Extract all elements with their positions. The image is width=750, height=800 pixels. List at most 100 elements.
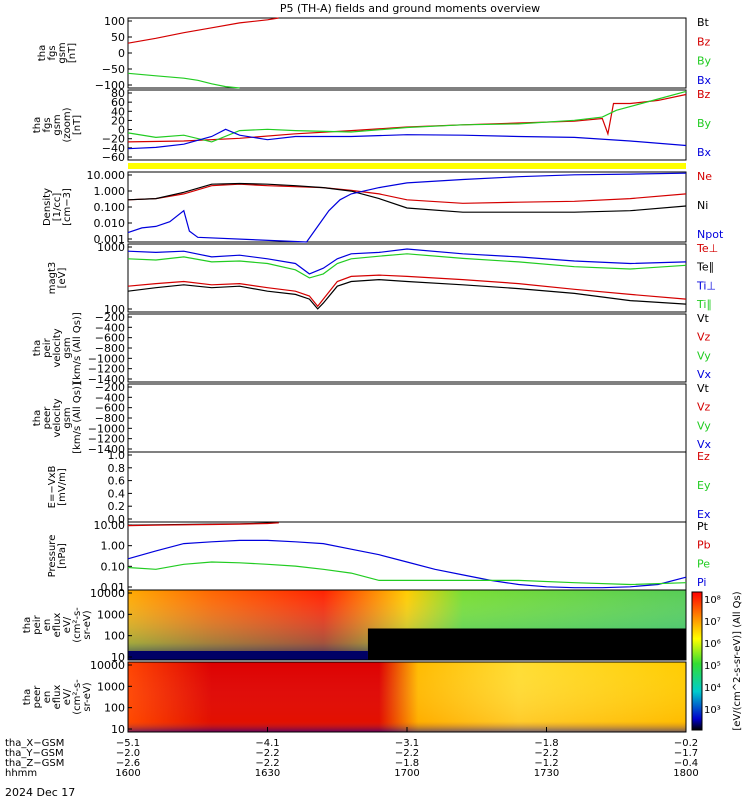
y-tick-label: 40 xyxy=(111,105,125,118)
y-tick-label: −1400 xyxy=(88,373,125,386)
y-axis-label-line: gsm xyxy=(62,337,73,358)
date-label: 2024 Dec 17 xyxy=(5,786,75,799)
legend-ez: Ez xyxy=(697,450,710,463)
figure-title: P5 (TH-A) fields and ground moments over… xyxy=(280,2,540,15)
y-tick-label: 0.0 xyxy=(108,513,126,526)
x-axis: tha_X−GSM −5.1 −4.1 −3.1 −1.8 −0.2 tha_Y−GSM −2… xyxy=(5,727,699,779)
y-tick-label: 0 xyxy=(118,124,125,137)
legend-ne: Ne xyxy=(697,170,712,183)
panel-fgs_gsm: 100 50 0 −50 −100 thafgsgsm[nT] Bt Bz By Bx xyxy=(37,15,712,92)
y-tick-label: −50 xyxy=(102,63,125,76)
legend-ti∥: Ti∥ xyxy=(696,298,712,311)
y-tick-label: −400 xyxy=(95,321,125,334)
series-ni-line xyxy=(127,182,687,213)
panel-temperature: 1000 100 magt3[eV] Te⊥ Te∥ Ti⊥ Ti∥ xyxy=(47,241,718,316)
y-axis-label-line: fgs xyxy=(42,117,53,132)
y-tick-label: −20 xyxy=(102,133,125,146)
y-axis-label-line: [km/s (All Qs)] xyxy=(72,382,83,454)
y-axis-label-line: tha xyxy=(37,45,48,61)
legend-vz: Vz xyxy=(697,331,711,344)
series-ti∥-line xyxy=(127,253,687,279)
panel-peer_velocity: −200−400−600−800−1000−1200−1400 thapeerve… xyxy=(32,381,712,456)
y-axis-label-line: tha xyxy=(22,617,33,633)
y-axis-label-line: velocity xyxy=(52,398,63,437)
series-pe-line xyxy=(127,561,687,586)
y-axis-label: thafgsgsm(zoom)[nT] xyxy=(32,107,83,142)
y-axis-label-line: [1/cc] xyxy=(52,193,63,222)
colorbar-gradient xyxy=(691,591,703,731)
x-axis-value: −2.0 xyxy=(116,748,140,759)
legend-npot: Npot xyxy=(697,228,724,241)
x-axis-value: 1600 xyxy=(115,768,140,779)
legend-vx: Vx xyxy=(697,368,712,381)
y-axis-label: thapeerenefluxeV/(cm²-s-sr-eV) xyxy=(22,679,93,715)
x-axis-value: −1.8 xyxy=(534,738,558,749)
legend-bz: Bz xyxy=(697,88,711,101)
x-axis-value: −5.1 xyxy=(116,738,140,749)
panel-frame xyxy=(127,521,687,591)
y-tick-label: −1000 xyxy=(88,422,125,435)
y-tick-label: 0.01 xyxy=(101,581,126,594)
y-tick-label: −200 xyxy=(95,381,125,394)
panel-peir_velocity: −200−400−600−800−1000−1200−1400 thapeirve… xyxy=(32,311,712,386)
y-tick-label: −100 xyxy=(95,79,125,92)
y-tick-label: 100 xyxy=(104,15,125,28)
y-tick-label: 0.100 xyxy=(94,201,126,214)
panel-peir_eflux: 10000 1000 100 10 thapeirenefluxeV/(cm²-s-sr… xyxy=(22,587,687,664)
y-axis-label-line: tha xyxy=(32,117,43,133)
y-axis-label-line: eflux xyxy=(52,613,63,638)
series-ti⊥-line xyxy=(127,248,687,275)
series-te⊥-line xyxy=(127,274,687,308)
legend-te⊥: Te⊥ xyxy=(696,242,718,255)
y-axis-label-line: [km/s (All Qs)] xyxy=(72,312,83,384)
y-axis-label-line: eV/ xyxy=(62,616,73,633)
y-axis-label-line: eV/ xyxy=(62,688,73,705)
y-axis-label-line: gsm xyxy=(52,114,63,135)
panel-frame xyxy=(127,383,687,453)
y-tick-label: 50 xyxy=(111,31,125,44)
series-npot-line xyxy=(127,172,687,243)
legend-pe: Pe xyxy=(697,557,710,570)
y-tick-label: 0.6 xyxy=(108,475,126,488)
legend-by: By xyxy=(697,117,712,130)
y-axis-label: E=−VxB[mV/m] xyxy=(47,466,68,509)
y-axis-label-line: en xyxy=(42,619,53,632)
y-tick-label: −60 xyxy=(102,151,125,164)
y-tick-label: −600 xyxy=(95,402,125,415)
x-axis-value: −1.2 xyxy=(534,758,558,769)
panel-peer_eflux: 10000 1000 100 10 thapeerenefluxeV/(cm²-s-sr… xyxy=(22,659,687,736)
x-axis-value: 1730 xyxy=(534,768,559,779)
legend-ti⊥: Ti⊥ xyxy=(696,279,716,292)
y-tick-label: 20 xyxy=(111,114,125,127)
y-tick-label: 1000 xyxy=(97,608,125,621)
y-tick-label: 10000 xyxy=(90,587,125,600)
series-te∥-line xyxy=(127,278,687,310)
y-axis-label-line: [nT] xyxy=(72,115,83,135)
panel-frame xyxy=(127,89,687,161)
y-tick-label: 100 xyxy=(104,702,125,715)
y-tick-label: 1.000 xyxy=(94,185,126,198)
y-axis-label-line: eflux xyxy=(52,685,63,710)
series-ne-line xyxy=(127,183,687,204)
colorbar-tick-label: 10⁶ xyxy=(704,639,721,650)
x-axis-value: −2.2 xyxy=(395,748,419,759)
x-axis-row-label: hhmm xyxy=(5,768,37,779)
x-axis-value: −2.6 xyxy=(116,758,140,769)
panel-efield: 1.00.80.60.40.20.0 E=−VxB[mV/m] Ez Ey Ex xyxy=(47,449,711,526)
x-axis-row-label: tha_Z−GSM xyxy=(5,758,64,769)
legend-vy: Vy xyxy=(697,419,711,432)
y-axis-label: thafgsgsm[nT] xyxy=(37,42,78,63)
y-tick-label: −400 xyxy=(95,391,125,404)
y-axis-label-line: gsm xyxy=(57,42,68,63)
spectrogram-shading xyxy=(128,662,686,732)
series-pi-line xyxy=(127,539,687,589)
y-tick-label: 1000 xyxy=(97,680,125,693)
y-axis-label-line: (cm²-s- xyxy=(72,679,83,715)
spectrogram-low-counts xyxy=(367,628,686,660)
y-tick-label: 0.010 xyxy=(94,217,126,230)
legend-bx: Bx xyxy=(697,146,712,159)
x-axis-value: −0.4 xyxy=(674,758,698,769)
y-axis-label: magt3[eV] xyxy=(47,262,68,295)
legend-te∥: Te∥ xyxy=(696,261,714,274)
